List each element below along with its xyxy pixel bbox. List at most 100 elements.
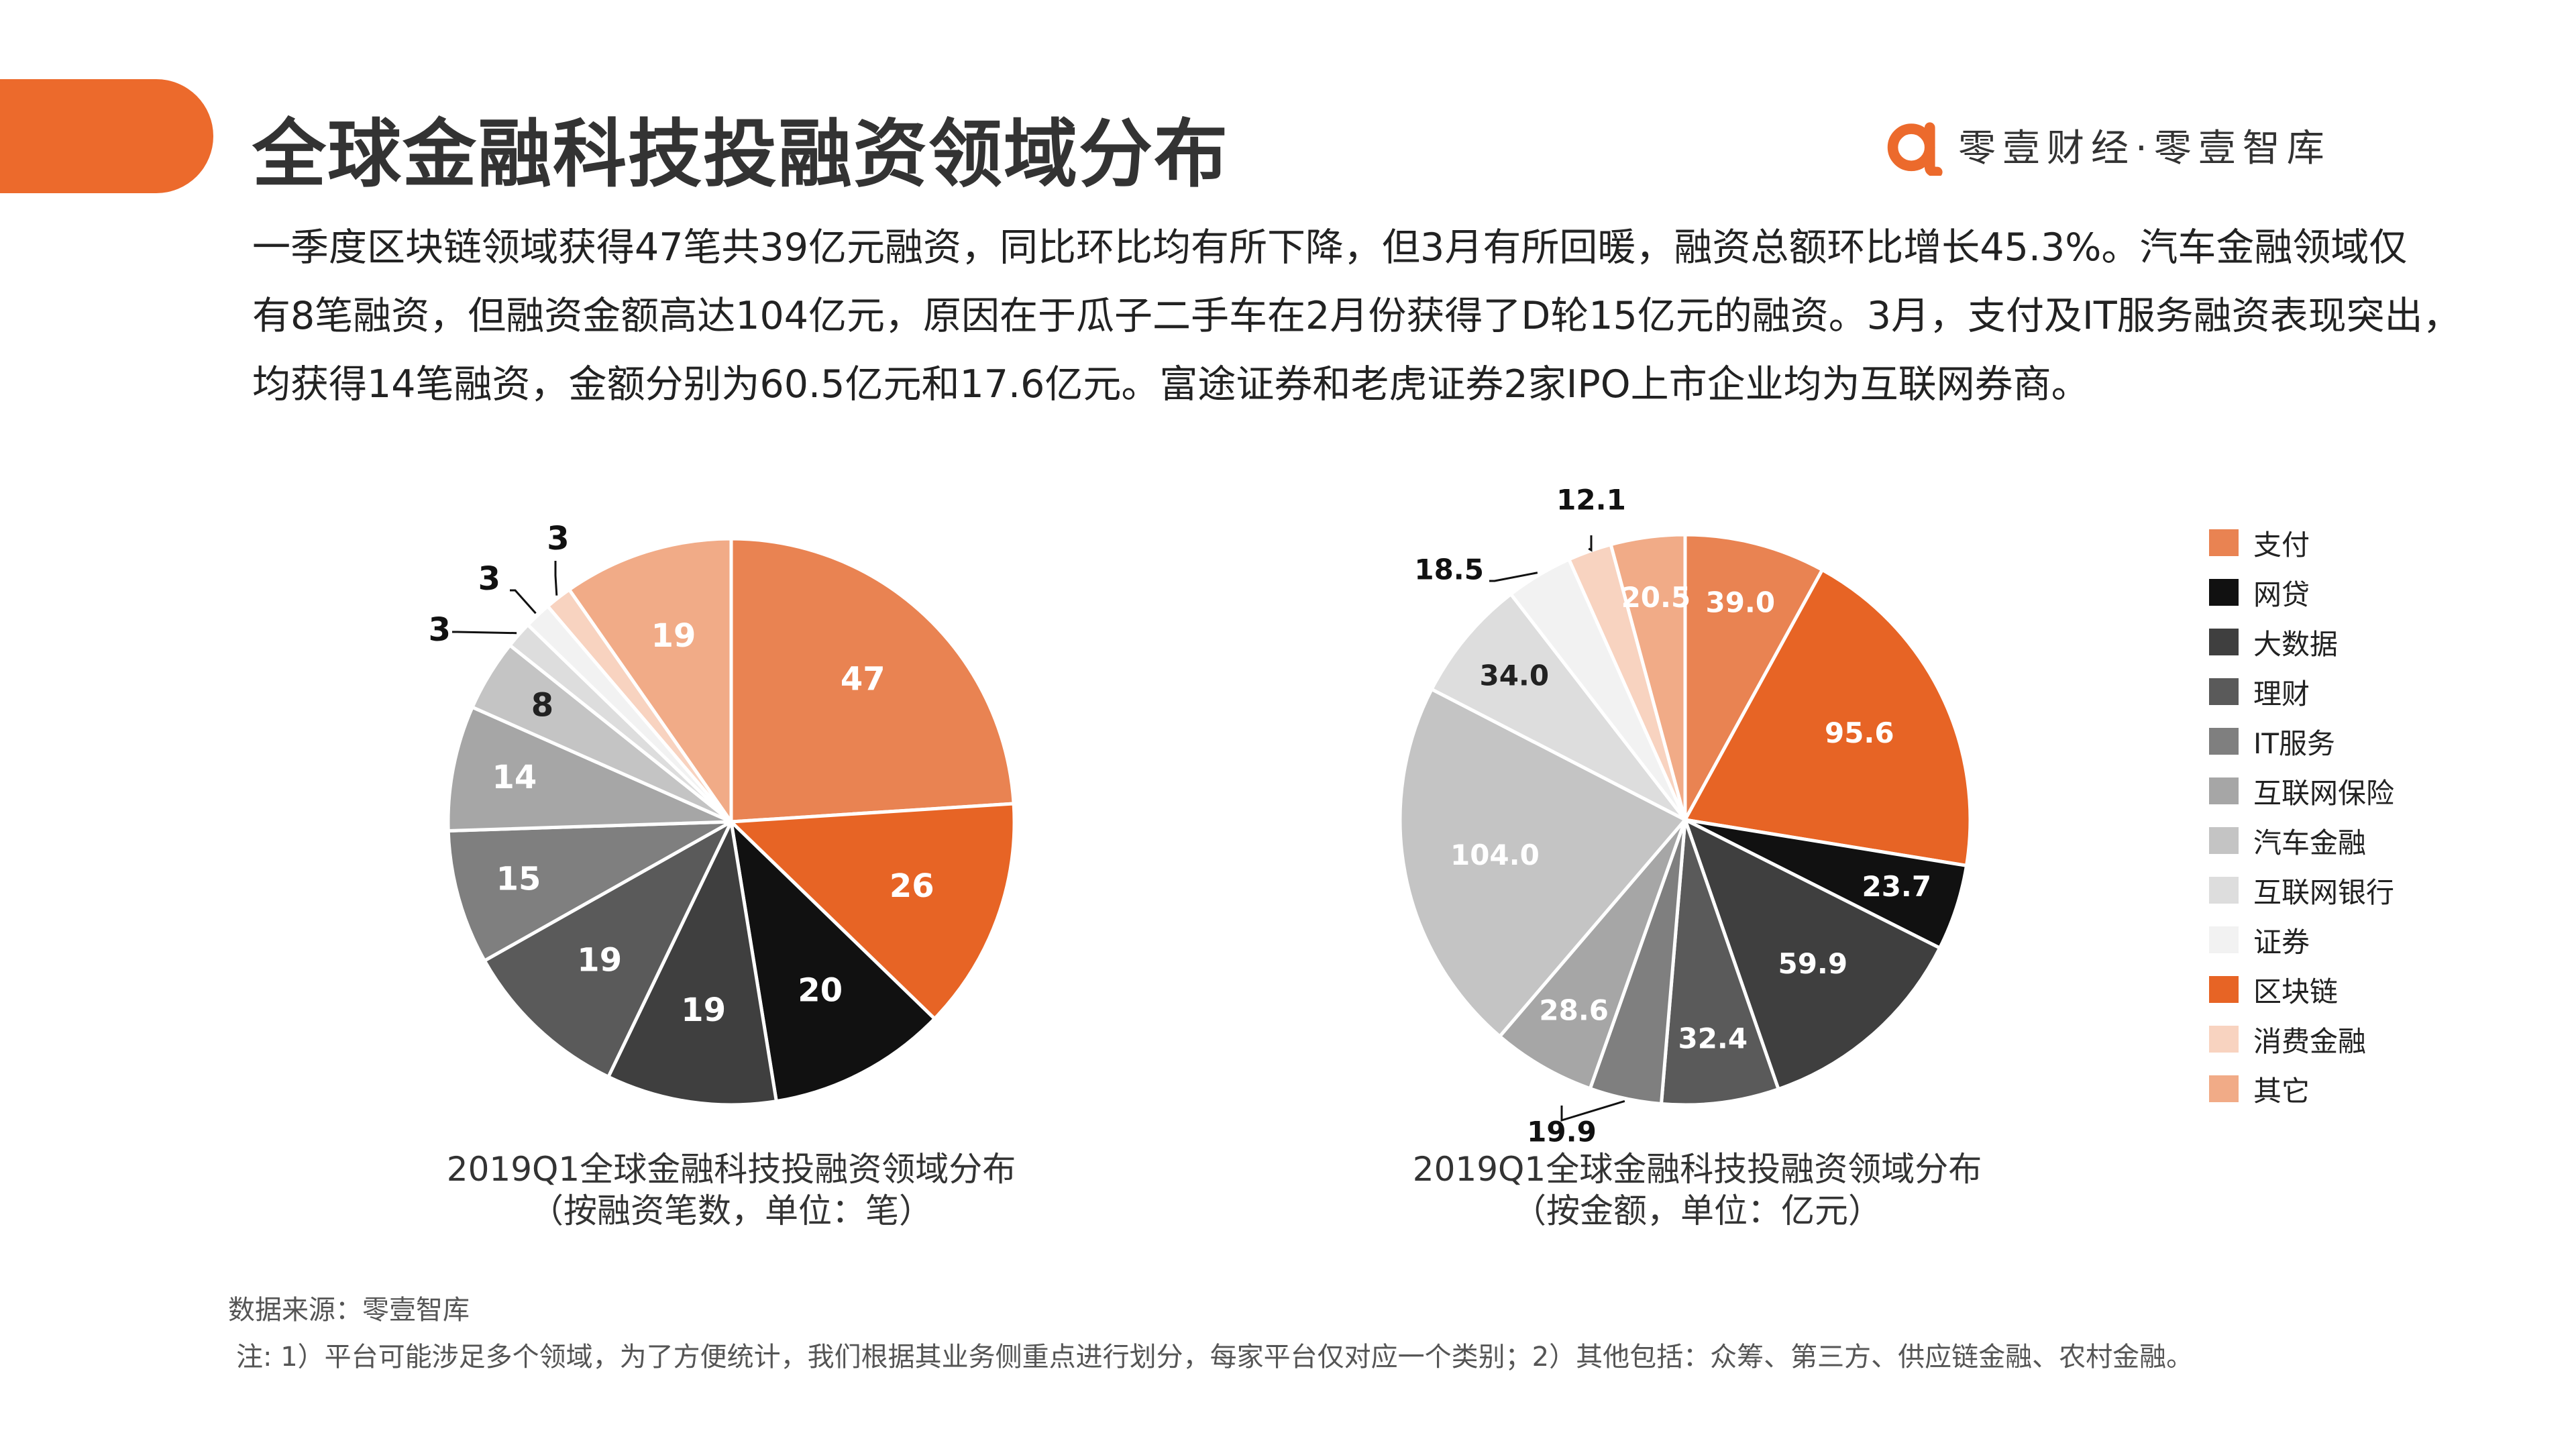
legend-label: 大数据 (2253, 627, 2339, 661)
pie-slice (1430, 592, 1687, 822)
slice-label: 3 (429, 611, 451, 649)
intro-line: 有8笔融资，但融资金额高达104亿元，原因在于瓜子二手车在2月份获得了D轮15亿… (252, 294, 2461, 338)
leader-line (510, 589, 537, 614)
legend-swatch (2209, 629, 2239, 655)
pie-slice (729, 537, 1016, 824)
intro-paragraph: 一季度区块链领域获得47笔共39亿元融资，同比环比均有所下降，但3月有所回暖，融… (252, 213, 2461, 419)
legend-label: 汽车金融 (2253, 826, 2367, 859)
slice-label: 104.0 (1450, 839, 1540, 871)
chart-subtitle: （按金额，单位：亿元） (1513, 1191, 1882, 1230)
chart-legend: 支付网贷大数据理财 IT服务互联网保险汽车金融互联网银行证券区块链消费金融其它 (2209, 518, 2394, 1114)
legend-swatch (2209, 877, 2239, 904)
legend-label: 区块链 (2253, 975, 2339, 1008)
pie-slice (1398, 687, 1687, 1038)
slice-label: 32.4 (1678, 1022, 1748, 1055)
leader-line (1489, 572, 1538, 582)
slice-label: 3 (547, 520, 569, 557)
title-accent-bar (0, 79, 213, 193)
legend-swatch (2209, 1075, 2239, 1102)
intro-line: 一季度区块链领域获得47笔共39亿元融资，同比环比均有所下降，但3月有所回暖，融… (252, 225, 2408, 270)
chart-title: 2019Q1全球金融科技投融资领域分布 (1412, 1150, 1982, 1189)
legend-label: 证券 (2253, 925, 2310, 959)
slice-label: 47 (841, 661, 885, 698)
leader-line (452, 631, 517, 635)
brand: 零壹财经·零壹智库 (1882, 114, 2331, 176)
slice-label: 15 (496, 861, 541, 898)
legend-item: 互联网银行 (2209, 865, 2394, 915)
slice-label: 8 (531, 686, 553, 724)
chart-title: 2019Q1全球金融科技投融资领域分布 (446, 1150, 1016, 1189)
pie-slice (1683, 818, 1942, 1091)
slice-label: 19 (681, 991, 726, 1029)
leader-line (1588, 535, 1593, 552)
legend-label: 互联网银行 (2253, 875, 2395, 909)
slice-label: 19 (577, 941, 622, 979)
pie-slice (729, 820, 936, 1104)
pie-slice (1659, 818, 1780, 1107)
legend-swatch (2209, 976, 2239, 1003)
pie-slice (446, 705, 733, 833)
slice-label: 18.5 (1414, 553, 1484, 586)
pie-slice (1683, 533, 1824, 822)
page-title: 全球金融科技投融资领域分布 (252, 111, 1229, 197)
data-source: 数据来源：零壹智库 (228, 1295, 470, 1326)
legend-label: 支付 (2253, 528, 2310, 561)
legend-item: 互联网保险 (2209, 766, 2394, 816)
chart-caption-count: 2019Q1全球金融科技投融资领域分布 （按融资笔数，单位：笔） (295, 1148, 1167, 1232)
legend-item: IT服务 (2209, 716, 2394, 766)
chart-caption-amount: 2019Q1全球金融科技投融资领域分布 （按金额，单位：亿元） (1261, 1148, 2133, 1232)
legend-swatch (2209, 777, 2239, 804)
legend-label: 理财 (2253, 677, 2310, 710)
slice-label: 20 (798, 971, 843, 1009)
pie-chart-by-amount: 39.0 95.6 23.7 59.9 32.4 19.9 28.6 104.0 34.0 18.… (1398, 484, 1972, 1148)
pie-slice (1498, 818, 1687, 1091)
pie-slice (606, 820, 778, 1107)
pie-slice (568, 537, 733, 824)
slice-label: 59.9 (1778, 947, 1847, 980)
leader-line (554, 561, 558, 596)
pie-slice (1683, 568, 1972, 867)
pie-slice (482, 820, 733, 1079)
slice-label: 12.1 (1556, 484, 1626, 517)
brand-name: 零壹财经·零壹智库 (1958, 126, 2331, 170)
legend-item: 区块链 (2209, 965, 2394, 1014)
legend-item: 汽车金融 (2209, 816, 2394, 865)
slice-label: 14 (492, 759, 537, 796)
legend-label: 消费金融 (2253, 1024, 2367, 1058)
legend-swatch (2209, 579, 2239, 606)
slice-label: 95.6 (1825, 716, 1894, 749)
legend-label: 网贷 (2253, 578, 2310, 611)
slice-label: 3 (478, 560, 500, 598)
chart-subtitle: （按融资笔数，单位：笔） (530, 1191, 932, 1230)
intro-line: 均获得14笔融资，金额分别为60.5亿元和17.6亿元。富途证券和老虎证券2家I… (252, 362, 2090, 407)
legend-label: 互联网保险 (2253, 776, 2395, 810)
legend-item: 证券 (2209, 915, 2394, 965)
legend-label: 其它 (2253, 1074, 2310, 1108)
legend-item: 网贷 (2209, 568, 2394, 617)
legend-swatch (2209, 1026, 2239, 1053)
legend-swatch (2209, 827, 2239, 854)
legend-item: 其它 (2209, 1064, 2394, 1114)
footnote: 注: 1）平台可能涉足多个领域，为了方便统计，我们根据其业务侧重点进行划分，每家… (236, 1342, 2194, 1373)
legend-swatch (2209, 728, 2239, 755)
slice-label: 19 (651, 617, 696, 655)
slice-label: 20.5 (1621, 581, 1691, 614)
legend-item: 大数据 (2209, 617, 2394, 667)
slice-label: 28.6 (1539, 994, 1609, 1027)
legend-swatch (2209, 926, 2239, 953)
pie-slice (1609, 533, 1687, 822)
slice-label: 34.0 (1479, 659, 1549, 692)
legend-swatch (2209, 678, 2239, 705)
slice-label: 23.7 (1862, 870, 1931, 903)
legend-item: 理财 (2209, 667, 2394, 716)
slice-label: 39.0 (1705, 586, 1775, 619)
brand-logo-icon (1887, 122, 1943, 176)
legend-label: IT服务 (2253, 727, 2336, 760)
pie-slice (729, 802, 1016, 1021)
legend-swatch (2209, 529, 2239, 556)
slice-label: 26 (890, 867, 934, 905)
slice-label: 19.9 (1527, 1116, 1597, 1148)
legend-item: 支付 (2209, 518, 2394, 568)
